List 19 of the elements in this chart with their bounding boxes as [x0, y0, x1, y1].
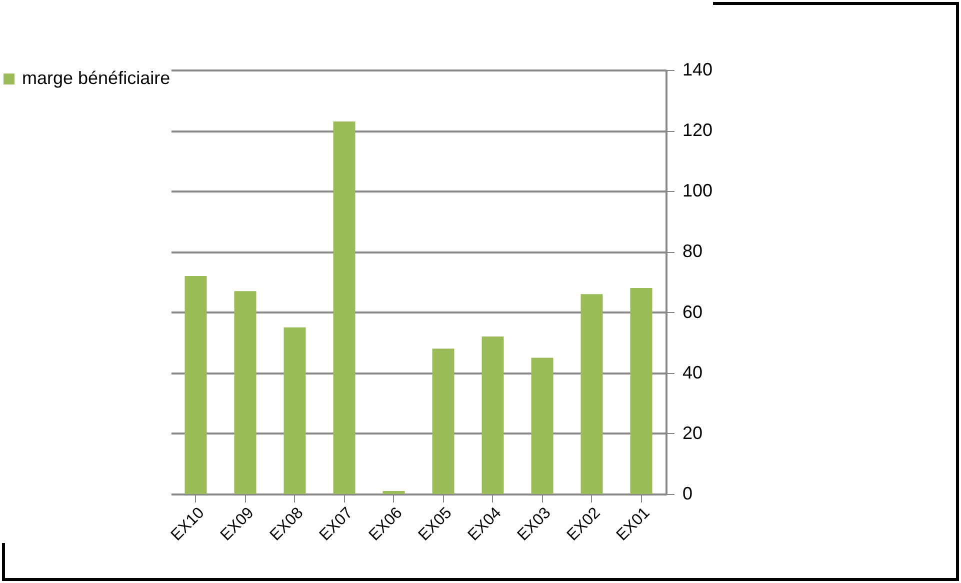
- bar: [184, 276, 207, 494]
- y-tick-label: 0: [682, 484, 693, 504]
- bar: [284, 327, 306, 494]
- bar: [432, 348, 454, 494]
- bar: [333, 121, 356, 494]
- bar: [234, 291, 256, 494]
- legend-label: marge bénéficiaire: [22, 68, 170, 88]
- bar: [531, 358, 554, 494]
- y-tick-label: 100: [682, 180, 713, 201]
- bar: [580, 294, 603, 494]
- y-tick-label: 40: [682, 362, 703, 382]
- y-tick-label: 120: [682, 120, 713, 140]
- y-tick-label: 20: [682, 422, 703, 443]
- bar: [382, 490, 405, 494]
- y-tick-label: 80: [682, 241, 703, 262]
- bar: [630, 288, 652, 494]
- y-tick-label: 140: [682, 60, 713, 80]
- y-tick-label: 60: [682, 302, 703, 322]
- bar: [482, 336, 504, 494]
